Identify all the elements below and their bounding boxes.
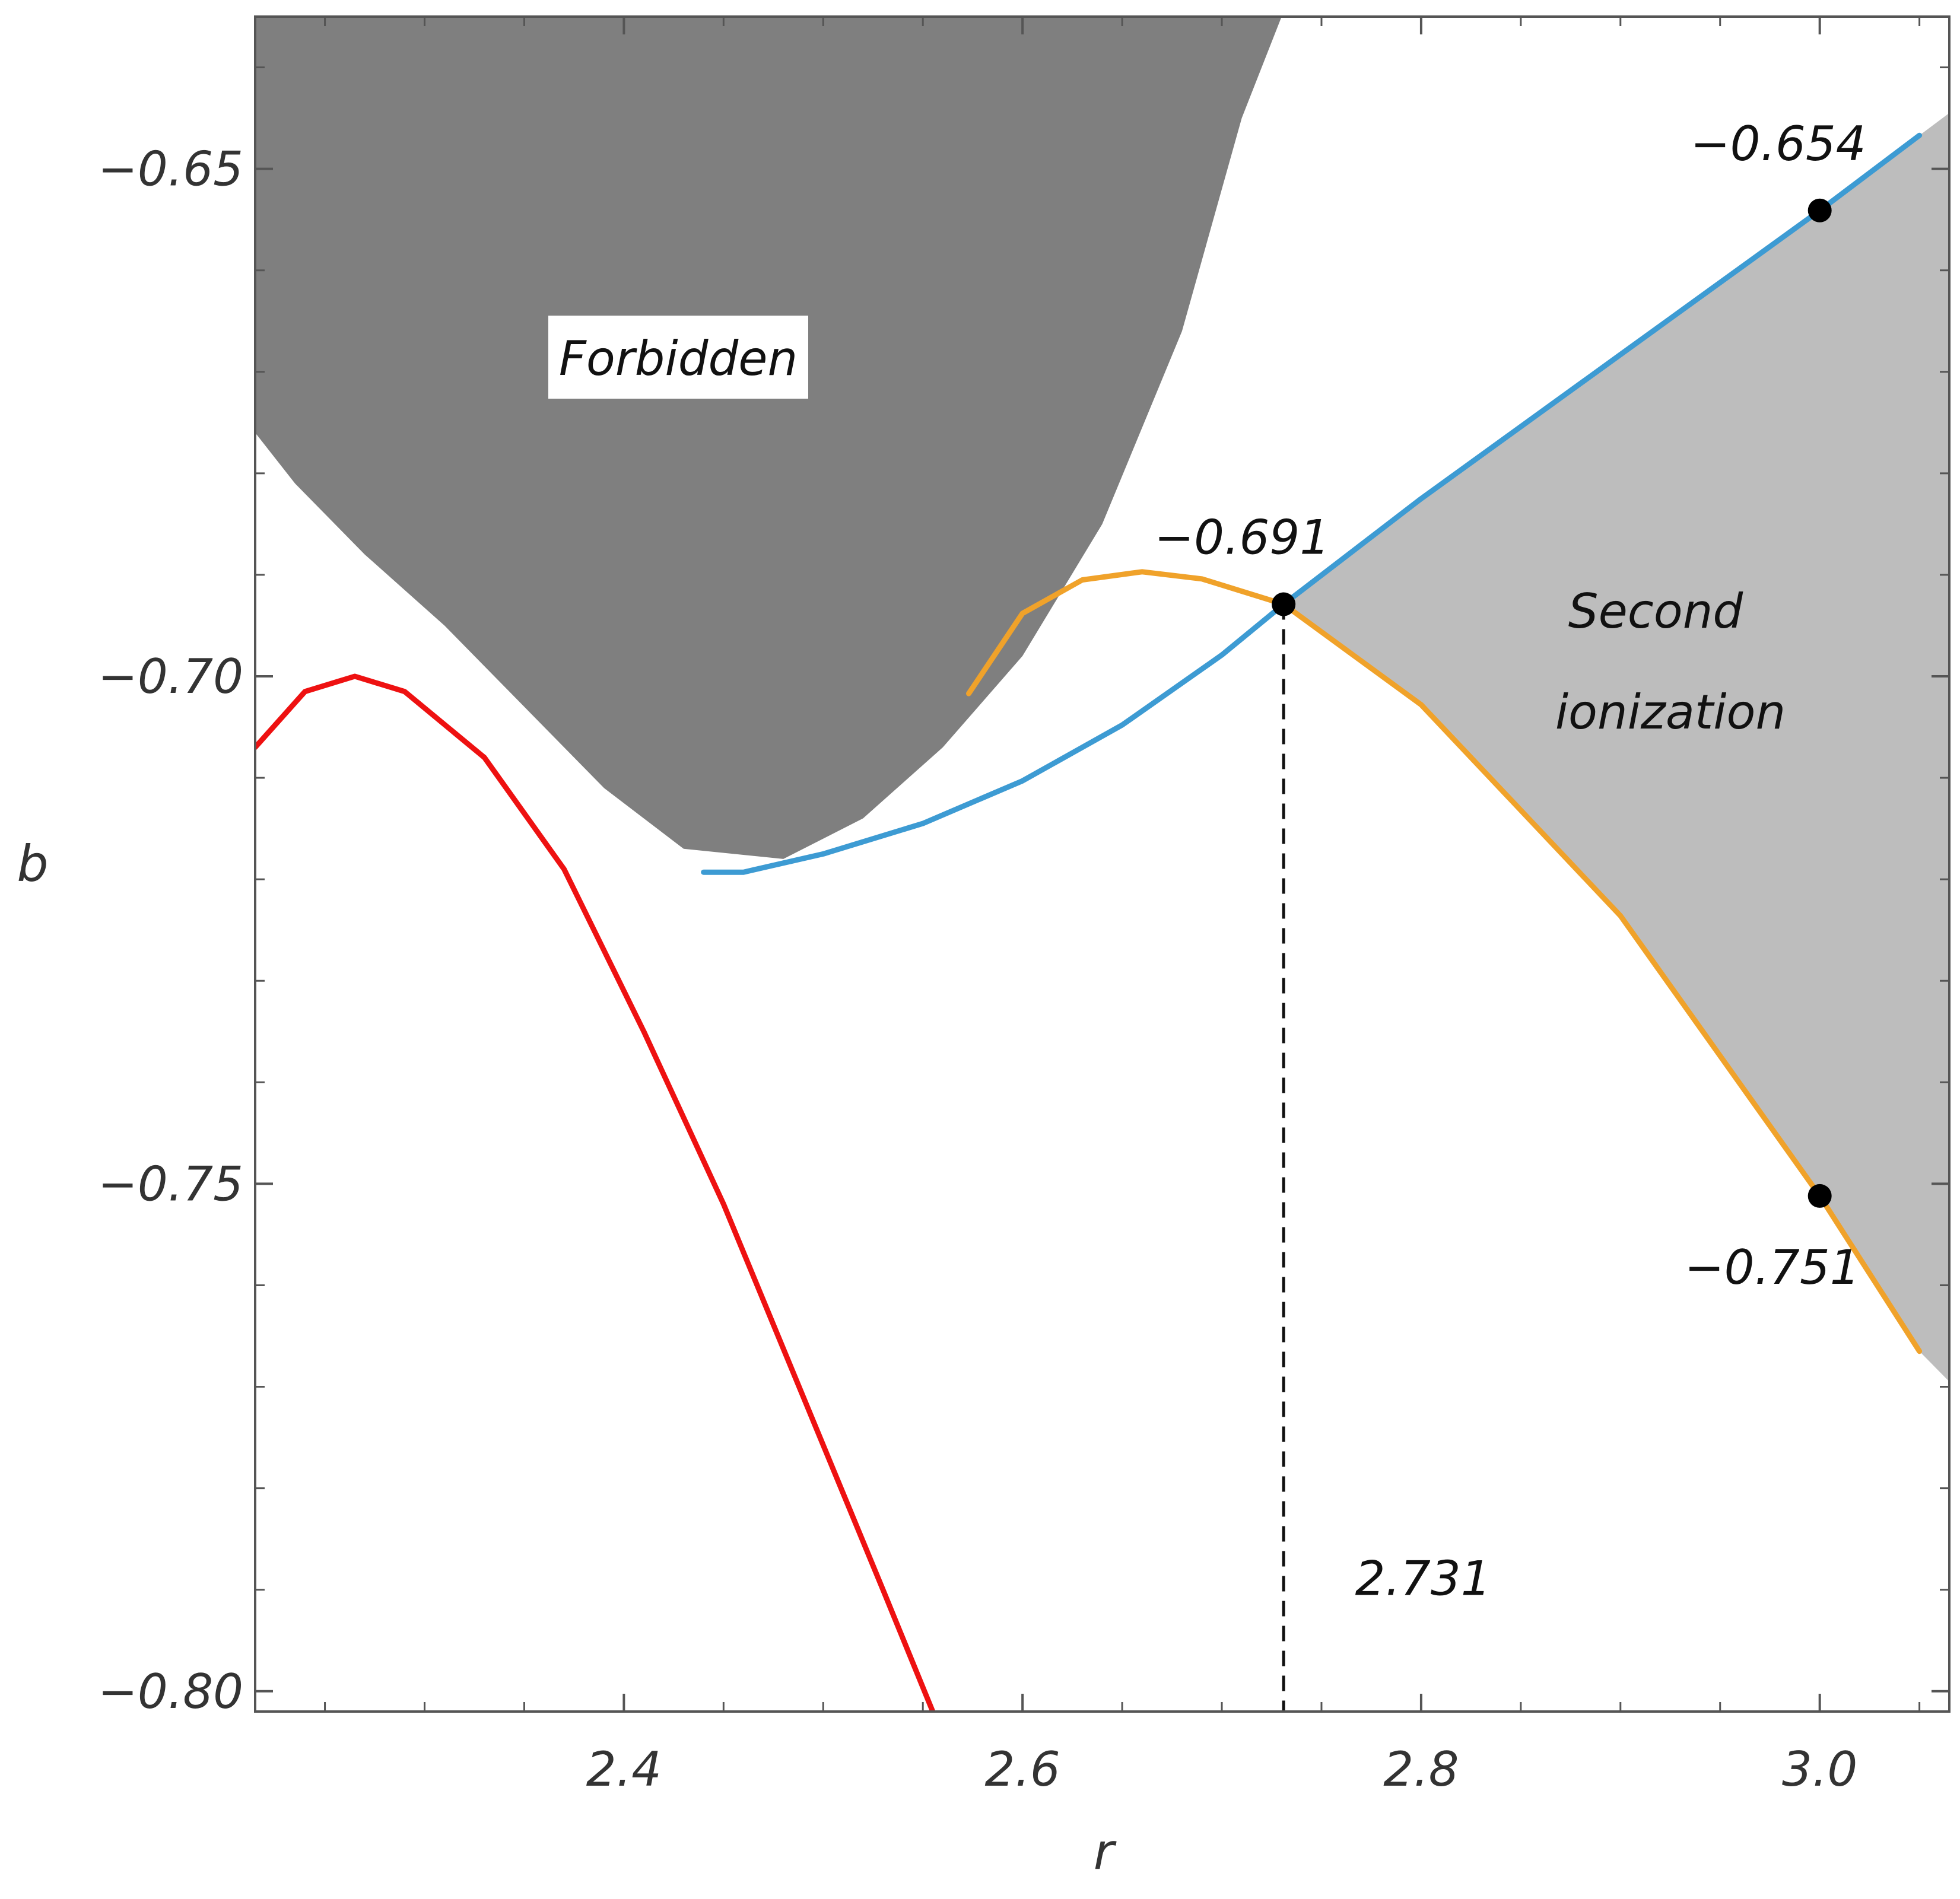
x-tick-label: 2.4 [586,1742,662,1797]
point-label-3: −0.751 [1685,1240,1860,1295]
ticks-layer: 2.4 2.6 2.8 3.0 −0.65 −0.70 −0.75 −0.80 [98,17,1949,1797]
marker-point-2 [1807,198,1832,222]
regions-layer [255,17,1949,1382]
second-ionization-region [1284,113,1949,1382]
forbidden-region [255,17,1302,859]
series-layer [255,132,1923,1712]
marker-point-1 [1272,592,1296,616]
blue-curve-line [701,132,1923,875]
x-axis-title: r [1094,1822,1117,1881]
point-label-2: −0.654 [1691,116,1866,171]
y-axis-title: b [17,835,48,893]
point-label-1: −0.691 [1154,510,1330,565]
x-tick-label: 2.8 [1383,1742,1459,1797]
x-tick-label: 3.0 [1782,1742,1857,1797]
plot-area [255,17,1949,1712]
orange-curve-line [966,569,1923,1354]
y-tick-label: −0.80 [98,1664,243,1719]
y-tick-label: −0.70 [98,649,243,704]
second-ionization-label-line1: Second [1568,584,1744,639]
forbidden-label-box [548,316,808,399]
x-tick-label: 2.6 [985,1742,1060,1797]
points-layer [1272,198,1832,1208]
y-tick-label: −0.75 [98,1156,243,1211]
y-tick-label: −0.65 [98,142,243,197]
marker-point-3 [1807,1184,1832,1208]
plot-frame [254,15,1951,1713]
annot-layer: −0.691 −0.654 −0.751 2.731 [1154,116,1866,1607]
forbidden-label: Forbidden [559,331,798,386]
vline-label: 2.731 [1355,1551,1491,1606]
red-curve-line [255,673,936,1712]
second-ionization-label-line2: ionization [1555,685,1786,740]
